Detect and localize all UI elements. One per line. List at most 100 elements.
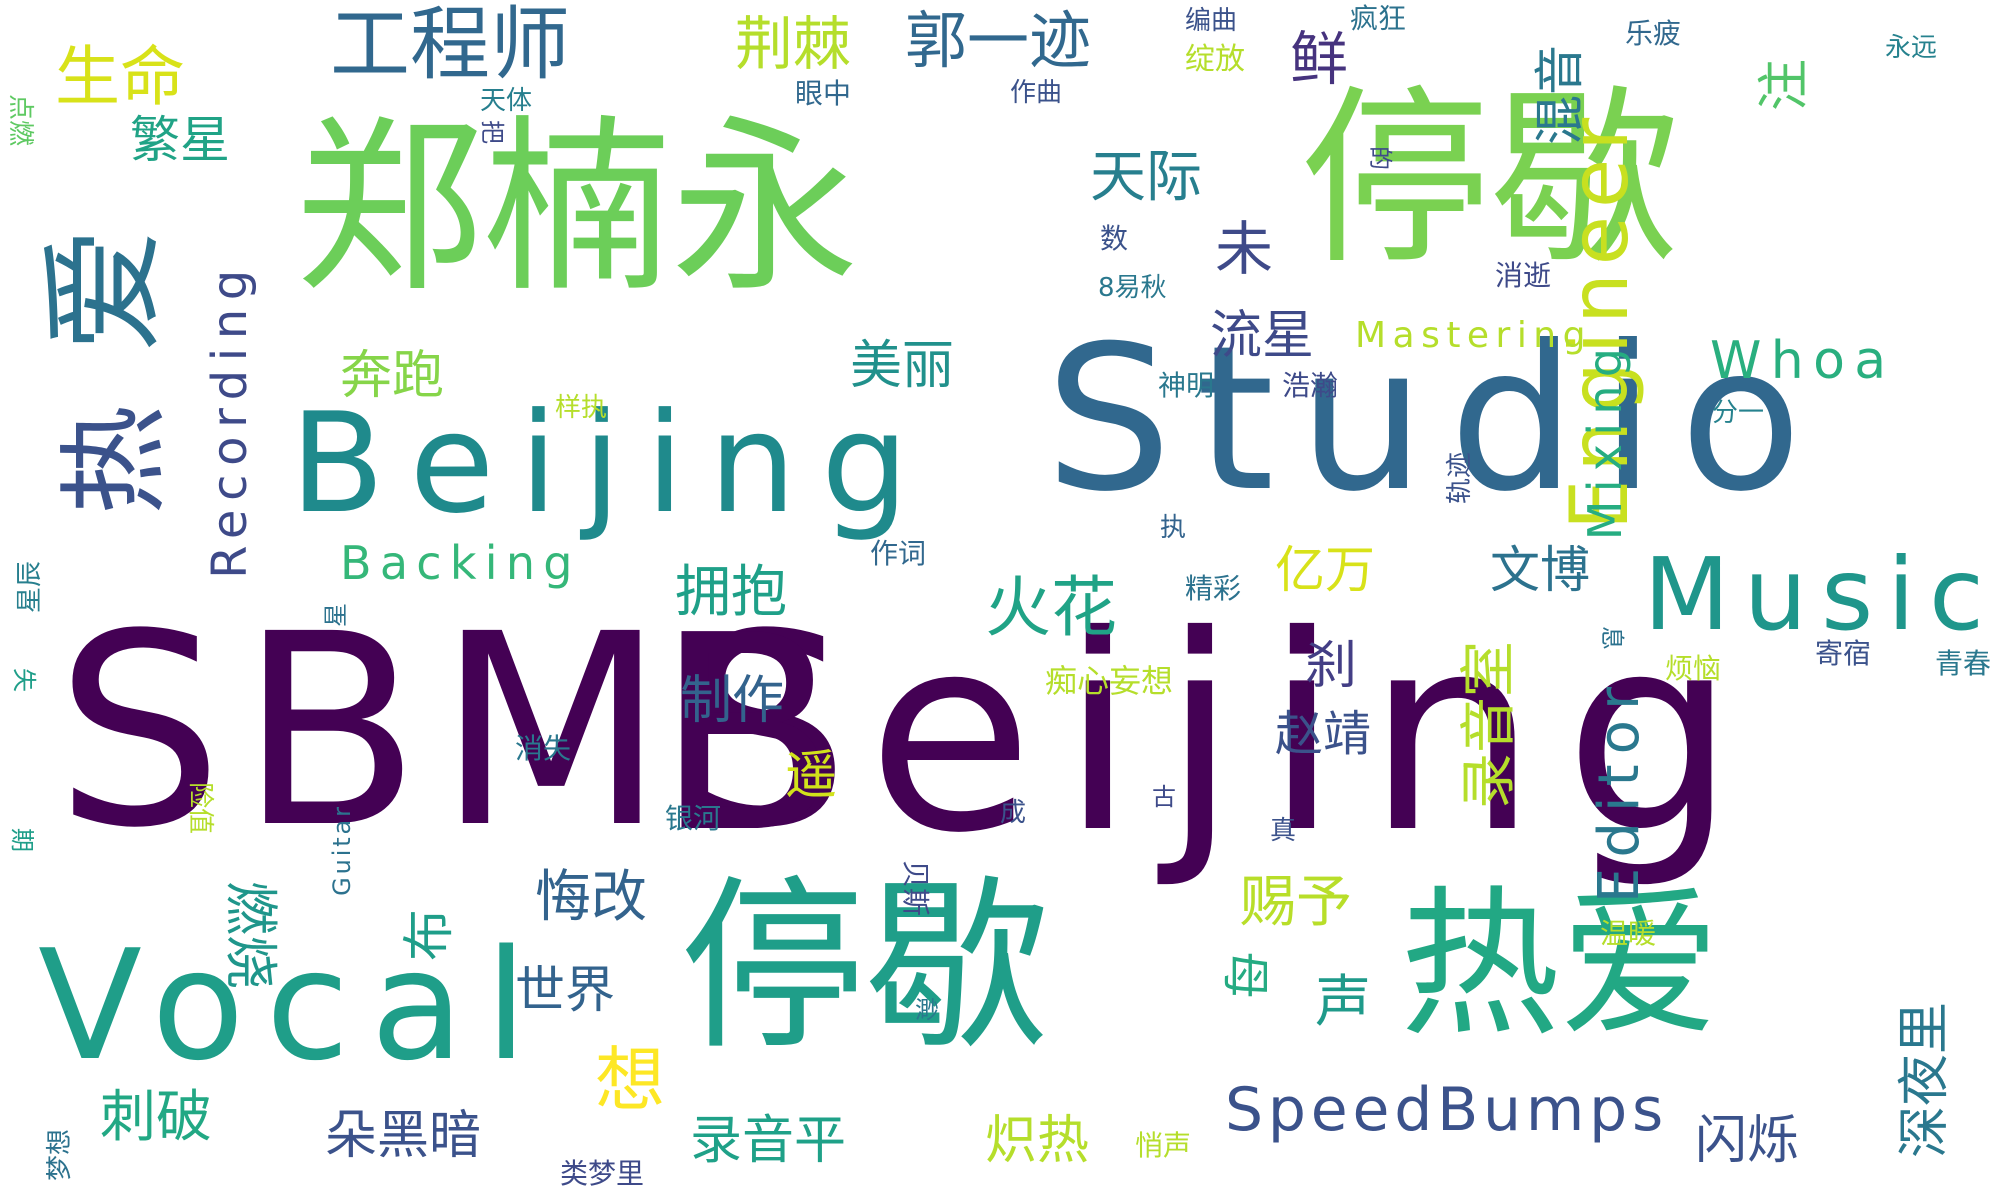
word-xianzhi: 险值 <box>185 781 215 835</box>
word-studio: Studio <box>1045 303 1827 536</box>
word-shenming: 神明 <box>1158 369 1215 402</box>
word-zhen: 真 <box>1270 816 1297 846</box>
word-wenbo: 文博 <box>1490 541 1590 599</box>
word-dianran: 点燃 <box>5 93 35 147</box>
word-huigai: 悔改 <box>535 865 647 930</box>
word-gongchengshi: 工程师 <box>330 0 570 91</box>
word-lepi: 乐疲 <box>1625 17 1682 50</box>
word-shu: 数 <box>1100 222 1129 255</box>
word-zhu: 注 <box>1755 58 1815 112</box>
word-liuxing: 流星 <box>1210 306 1315 366</box>
word-xing: 星 <box>322 603 350 627</box>
word-yiwan: 亿万 <box>1275 541 1375 599</box>
word-zhengnanyong: 郑楠永 <box>295 99 859 318</box>
word-tingxie-top: 停歇 <box>1300 69 1681 290</box>
word-mu: 母 <box>1217 950 1273 1000</box>
word-beijing-medium: Beijing <box>290 383 934 544</box>
word-shi: 失 <box>10 668 38 692</box>
word-ranshao: 燃烧 <box>219 881 282 989</box>
word-shijie: 世界 <box>515 961 615 1019</box>
word-8yiqiu: 8易秋 <box>1098 273 1167 303</box>
word-yanzhong: 眼中 <box>795 77 852 110</box>
word-recording: Recording <box>202 261 258 579</box>
word-benpao: 奔跑 <box>340 346 445 406</box>
word-yongbao: 拥抱 <box>675 560 787 625</box>
word-fannao: 烦恼 <box>1665 652 1722 685</box>
word-huohua: 火花 <box>985 569 1117 646</box>
word-sheng: 声 <box>1315 970 1371 1035</box>
word-xian: 鲜 <box>1290 25 1349 93</box>
word-luyinshi: 录音室 <box>1457 641 1522 809</box>
word-meili: 美丽 <box>850 336 955 396</box>
word-yinhe: 银河 <box>665 802 722 835</box>
word-xiaoshi-right: 消逝 <box>1495 259 1552 292</box>
word-speedbumps: SpeedBumps <box>1225 1075 1669 1145</box>
word-beijing-large: Beijing <box>655 577 1763 892</box>
word-xiang: 想 <box>595 1039 665 1121</box>
word-zuoci: 作词 <box>870 537 927 570</box>
word-tianji: 天际 <box>1090 145 1202 210</box>
word-zhanfang: 绽放 <box>1185 42 1245 77</box>
word-hunyin: 混音 <box>1531 45 1589 145</box>
word-sha: 刹 <box>1305 636 1358 696</box>
word-shenyeli: 深夜里 <box>1895 1001 1955 1159</box>
word-fanxing: 繁星 <box>130 111 230 169</box>
word-fengkuang: 疯狂 <box>1350 2 1407 35</box>
word-re-left: 热 <box>51 405 179 515</box>
word-mastering: Mastering <box>1355 315 1592 356</box>
word-cipo: 刺破 <box>100 1085 212 1150</box>
word-zhizuo: 制作 <box>680 671 785 731</box>
word-leimengli: 类梦里 <box>560 1157 645 1190</box>
word-guiji: 轨迹 <box>1445 451 1475 505</box>
word-mixing: Mixing <box>1578 339 1632 541</box>
word-de: 的 <box>1366 146 1394 170</box>
word-ciyu: 赐予 <box>1240 870 1352 935</box>
word-duoheian: 朵黑暗 <box>325 1106 482 1166</box>
word-wei: 未 <box>1215 215 1274 283</box>
word-jingcai: 精彩 <box>1185 572 1242 605</box>
word-ba: 把 <box>478 120 506 144</box>
word-shengming: 生命 <box>55 40 186 115</box>
word-haohan: 浩瀚 <box>1282 369 1339 402</box>
word-miao: 渺 <box>915 996 939 1024</box>
word-whoa: Whoa <box>1710 331 1896 391</box>
word-yangzhi: 样执 <box>555 393 608 423</box>
word-backing: Backing <box>340 536 581 590</box>
word-zhi: 执 <box>1160 513 1187 543</box>
word-guoyiji: 郭一迹 <box>905 4 1092 77</box>
word-xiaoshi-left: 消失 <box>515 732 572 765</box>
word-zhire: 炽热 <box>985 1111 1090 1171</box>
word-vocal: Vocal <box>38 917 549 1094</box>
word-fenyi: 分一 <box>1712 398 1765 428</box>
word-tingxie-bottom: 停歇 <box>680 859 1050 1075</box>
word-qiaosheng: 悄声 <box>1135 1129 1192 1162</box>
word-editor: Editor <box>1587 676 1652 904</box>
word-mengxiang: 梦想 <box>45 1128 75 1182</box>
word-bianqu: 编曲 <box>1185 6 1238 36</box>
word-qi: 期 <box>8 828 36 852</box>
word-luyinping: 录音平 <box>690 1111 847 1171</box>
word-bu: 布 <box>400 908 460 962</box>
word-xingchen: 星辰 <box>15 560 45 614</box>
word-zhaojing: 赵靖 <box>1275 706 1372 762</box>
word-reai-bottom: 热爱 <box>1400 871 1721 1058</box>
word-cheng: 成 <box>1000 798 1027 828</box>
word-qingchun: 青春 <box>1935 647 1992 680</box>
word-ai-left: 爱 <box>32 227 178 353</box>
word-music: Music <box>1643 536 1998 653</box>
word-sbms: SBMS <box>55 578 866 886</box>
word-guitar: Guitar <box>328 804 356 896</box>
word-beisi: 贝斯 <box>899 859 932 917</box>
word-xi: 息 <box>1598 626 1626 650</box>
word-tianti: 天体 <box>480 86 533 116</box>
word-gu: 古 <box>1152 783 1176 811</box>
word-chixin: 痴心妄想 <box>1045 662 1174 700</box>
word-yao: 遥 <box>785 746 838 806</box>
word-wennuan: 温暖 <box>1600 917 1657 950</box>
word-zuoqu: 作曲 <box>1010 78 1063 108</box>
word-shanshuo: 闪烁 <box>1695 1111 1800 1171</box>
word-jingji: 荆棘 <box>735 10 852 78</box>
word-yongyuan: 永远 <box>1885 33 1938 63</box>
word-jisu: 寄宿 <box>1815 637 1872 670</box>
